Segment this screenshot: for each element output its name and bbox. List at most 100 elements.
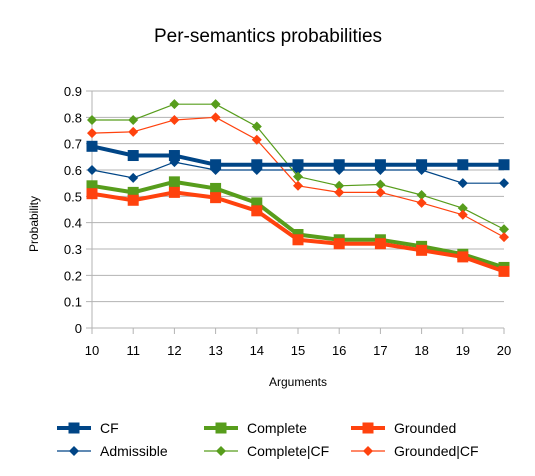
x-tick-label: 15 (291, 343, 305, 358)
legend-item-grounded: Grounded (351, 420, 456, 436)
x-tick-label: 12 (167, 343, 181, 358)
data-point (168, 176, 180, 188)
data-point (416, 159, 428, 171)
y-tick-label: 0.6 (64, 163, 82, 178)
x-tick-label: 10 (85, 343, 99, 358)
legend-marker (215, 422, 227, 434)
y-tick-label: 0.1 (64, 295, 82, 310)
legend-label: Complete (247, 420, 307, 436)
data-point (499, 224, 509, 235)
data-point (374, 159, 386, 171)
data-point (128, 126, 139, 137)
data-point (292, 234, 304, 246)
data-point (86, 180, 98, 192)
data-point (333, 238, 345, 250)
series-complete-cf (87, 99, 509, 235)
x-tick-label: 13 (208, 343, 222, 358)
data-point (169, 114, 180, 125)
x-tick-label: 11 (126, 343, 140, 358)
data-point (457, 178, 468, 189)
data-point (168, 150, 180, 162)
legend-label: Grounded (394, 420, 456, 436)
data-point (416, 197, 427, 208)
axes (91, 91, 505, 334)
data-point (293, 171, 303, 182)
data-point (498, 159, 510, 171)
data-point (334, 187, 345, 198)
y-tick-label: 0.5 (64, 189, 82, 204)
data-point (210, 182, 222, 194)
x-tick-labels: 10 11 12 13 14 15 16 17 18 19 20 (85, 343, 511, 358)
legend-label: Grounded|CF (394, 443, 479, 459)
legend-label: Complete|CF (247, 443, 329, 459)
x-tick-label: 19 (456, 343, 470, 358)
data-point (169, 99, 180, 110)
data-point (333, 159, 345, 171)
data-point (210, 99, 221, 110)
data-point (168, 186, 180, 198)
y-tick-label: 0.4 (64, 216, 82, 231)
data-point (498, 265, 510, 277)
data-point (499, 232, 509, 243)
y-tick-labels: 0 0.1 0.2 0.3 0.4 0.5 0.6 0.7 0.8 0.9 (64, 84, 82, 336)
chart-title: Per-semantics probabilities (154, 26, 382, 47)
data-point (374, 238, 386, 250)
x-tick-label: 18 (414, 343, 428, 358)
legend-item-admissible: Admissible (57, 443, 168, 459)
data-point (87, 114, 97, 125)
data-point (416, 190, 427, 201)
data-point (86, 140, 98, 152)
data-point (457, 209, 468, 220)
legend: CF Complete Grounded Admissible Complete|CF G… (57, 420, 479, 459)
legend-item-complete-cf: Complete|CF (204, 443, 329, 459)
data-point (334, 180, 345, 191)
gridlines (86, 90, 504, 329)
legend-item-grounded-cf: Grounded|CF (351, 443, 479, 459)
data-point (210, 192, 222, 204)
y-tick-label: 0.3 (64, 242, 82, 257)
data-point (416, 244, 428, 256)
data-point (86, 188, 98, 200)
data-point (375, 179, 386, 190)
legend-marker (69, 446, 79, 456)
x-tick-label: 14 (250, 343, 264, 358)
data-point (457, 251, 469, 263)
legend-marker (363, 446, 373, 456)
legend-marker (362, 422, 374, 434)
data-point (293, 180, 303, 191)
y-tick-label: 0.9 (64, 84, 82, 99)
y-tick-label: 0.2 (64, 268, 82, 283)
data-point (251, 197, 263, 209)
data-point (87, 128, 97, 139)
x-tick-label: 20 (497, 343, 511, 358)
data-point (499, 178, 509, 189)
data-point (251, 134, 262, 145)
data-point (292, 159, 304, 171)
legend-label: Admissible (100, 443, 168, 459)
data-point (457, 159, 469, 171)
data-point (457, 203, 468, 214)
x-tick-label: 16 (332, 343, 346, 358)
data-point (251, 159, 263, 171)
x-tick-label: 17 (373, 343, 387, 358)
series-complete (86, 176, 510, 273)
y-tick-label: 0.8 (64, 110, 82, 125)
y-axis-label: Probability (27, 196, 41, 252)
data-point (375, 187, 386, 198)
data-point (251, 121, 262, 132)
series-group (86, 99, 510, 277)
series-grounded (86, 186, 510, 277)
data-point (210, 159, 222, 171)
series-cf (86, 140, 510, 171)
y-tick-label: 0.7 (64, 137, 82, 152)
data-point (210, 112, 221, 123)
data-point (127, 194, 139, 206)
x-axis-label: Arguments (269, 375, 327, 389)
legend-marker (216, 446, 226, 456)
data-point (128, 172, 139, 183)
data-point (128, 114, 139, 125)
data-point (127, 150, 139, 162)
data-point (251, 205, 263, 217)
legend-item-cf: CF (57, 420, 119, 436)
